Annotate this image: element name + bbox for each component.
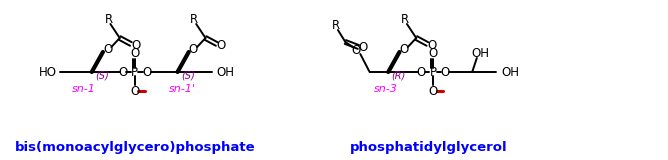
Text: R: R bbox=[401, 12, 409, 25]
Text: R: R bbox=[190, 12, 198, 25]
Text: R: R bbox=[332, 19, 340, 32]
Text: sn-1: sn-1 bbox=[72, 84, 96, 94]
Text: HO: HO bbox=[39, 65, 57, 79]
Text: bis(monoacylglycero)phosphate: bis(monoacylglycero)phosphate bbox=[15, 141, 256, 155]
Text: O: O bbox=[130, 47, 139, 60]
Text: P: P bbox=[430, 65, 436, 79]
Text: R: R bbox=[104, 12, 113, 25]
Text: O: O bbox=[428, 39, 437, 52]
Text: O: O bbox=[103, 43, 112, 56]
Text: O: O bbox=[118, 65, 127, 79]
Text: OH: OH bbox=[472, 47, 490, 60]
Text: O: O bbox=[142, 65, 152, 79]
Text: O: O bbox=[399, 43, 409, 56]
Text: O: O bbox=[428, 47, 438, 60]
Text: (S): (S) bbox=[95, 70, 109, 80]
Text: O: O bbox=[359, 40, 367, 53]
Text: sn-1': sn-1' bbox=[169, 84, 196, 94]
Text: O: O bbox=[351, 44, 360, 56]
Text: sn-3: sn-3 bbox=[373, 84, 397, 94]
Text: (R): (R) bbox=[391, 70, 405, 80]
Text: phosphatidylglycerol: phosphatidylglycerol bbox=[349, 141, 507, 155]
Text: O: O bbox=[189, 43, 198, 56]
Text: O: O bbox=[428, 84, 438, 97]
Text: O: O bbox=[131, 39, 140, 52]
Text: O: O bbox=[416, 65, 426, 79]
Text: (S): (S) bbox=[181, 70, 194, 80]
Text: P: P bbox=[131, 65, 138, 79]
Text: OH: OH bbox=[216, 65, 234, 79]
Text: O: O bbox=[130, 84, 139, 97]
Text: O: O bbox=[216, 39, 226, 52]
Text: O: O bbox=[440, 65, 450, 79]
Text: OH: OH bbox=[501, 65, 519, 79]
